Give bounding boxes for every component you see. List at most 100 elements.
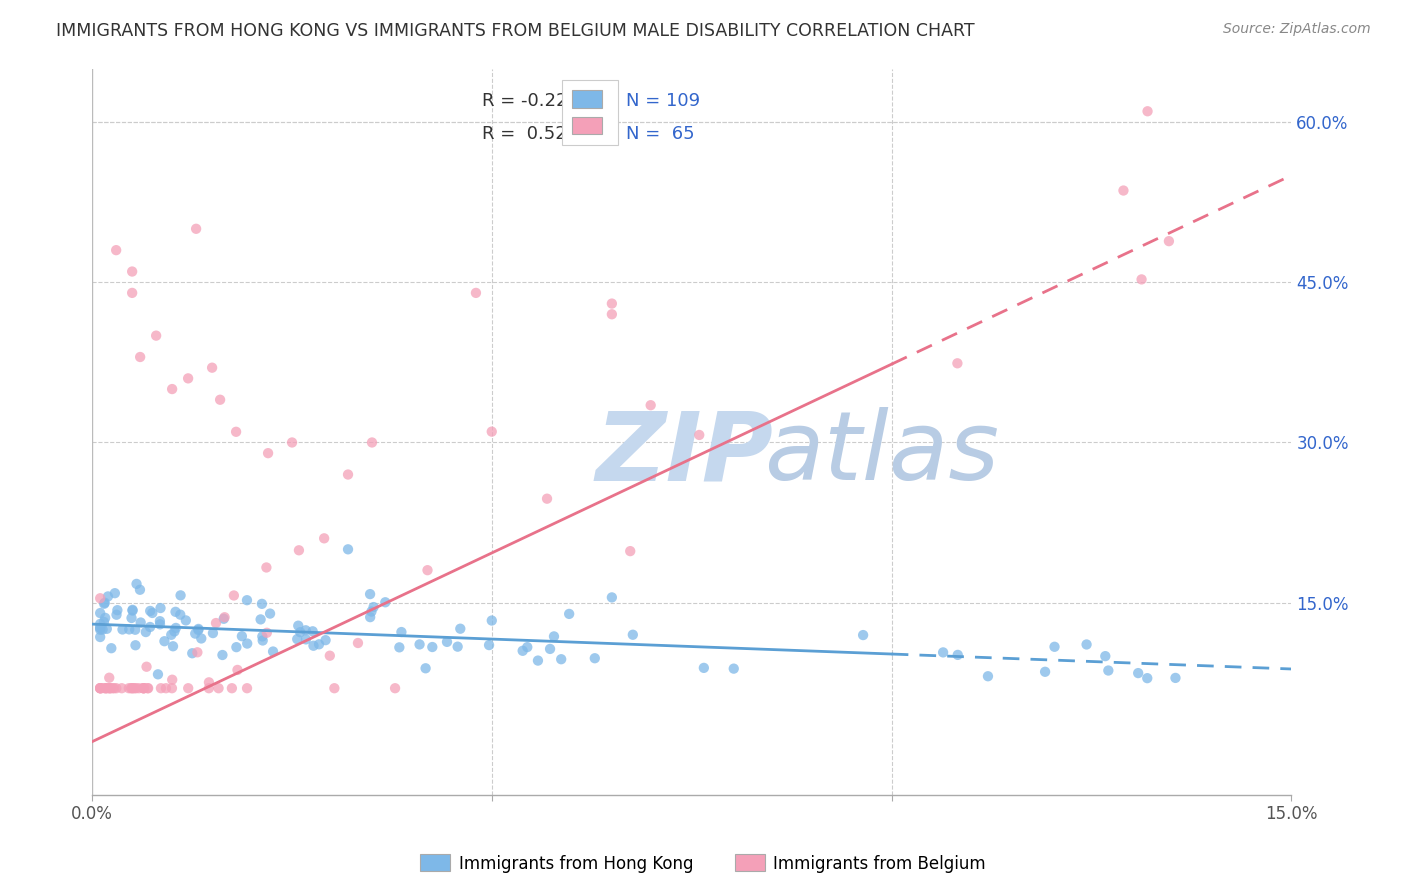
Point: [254, 560, 277, 574]
Point: [165, 621, 187, 635]
Point: [177, 371, 200, 385]
Point: [132, 681, 155, 696]
Point: [134, 681, 156, 696]
Point: [105, 607, 128, 622]
Point: [93, 596, 115, 610]
Point: [946, 648, 969, 662]
Point: [155, 681, 177, 696]
Point: [141, 606, 163, 620]
Point: [640, 398, 662, 412]
Point: [236, 681, 259, 696]
Point: [149, 614, 172, 628]
Point: [198, 681, 221, 696]
Point: [319, 648, 342, 663]
Point: [222, 589, 245, 603]
Point: [91, 623, 114, 637]
Point: [96, 681, 118, 696]
Point: [1136, 104, 1159, 119]
Text: N = 109: N = 109: [626, 92, 700, 111]
Point: [550, 652, 572, 666]
Point: [388, 640, 411, 655]
Point: [256, 625, 278, 640]
Point: [201, 626, 224, 640]
Point: [89, 616, 111, 631]
Point: [100, 641, 122, 656]
Point: [302, 639, 325, 653]
Point: [465, 285, 488, 300]
Point: [1164, 671, 1187, 685]
Point: [149, 601, 172, 615]
Point: [97, 590, 120, 604]
Point: [153, 634, 176, 648]
Point: [149, 617, 172, 632]
Point: [124, 681, 146, 696]
Point: [118, 681, 141, 696]
Point: [160, 382, 183, 396]
Point: [94, 681, 117, 696]
Point: [294, 624, 316, 638]
Point: [103, 681, 125, 696]
Point: [128, 681, 150, 696]
Point: [932, 645, 955, 659]
Point: [94, 681, 117, 696]
Point: [211, 648, 233, 662]
Point: [360, 605, 382, 619]
Point: [187, 622, 209, 636]
Point: [1112, 184, 1135, 198]
Point: [693, 661, 716, 675]
Point: [977, 669, 1000, 683]
Point: [146, 667, 169, 681]
Point: [516, 640, 538, 654]
Point: [135, 659, 157, 673]
Point: [259, 607, 281, 621]
Point: [139, 604, 162, 618]
Point: [415, 661, 437, 675]
Point: [160, 681, 183, 696]
Point: [169, 607, 191, 622]
Point: [93, 615, 115, 629]
Text: atlas: atlas: [763, 407, 998, 500]
Point: [135, 625, 157, 640]
Point: [619, 544, 641, 558]
Point: [89, 681, 111, 696]
Point: [481, 614, 503, 628]
Point: [408, 637, 430, 651]
Point: [89, 681, 111, 696]
Point: [359, 587, 381, 601]
Point: [363, 600, 385, 615]
Point: [121, 285, 143, 300]
Point: [124, 638, 146, 652]
Point: [290, 625, 312, 640]
Point: [281, 435, 304, 450]
Point: [249, 612, 271, 626]
Point: [347, 636, 370, 650]
Point: [201, 360, 224, 375]
Point: [184, 626, 207, 640]
Point: [94, 681, 117, 696]
Point: [512, 644, 534, 658]
Point: [209, 392, 232, 407]
Point: [207, 681, 229, 696]
Point: [543, 629, 565, 643]
Point: [252, 630, 274, 644]
Point: [946, 356, 969, 370]
Point: [118, 623, 141, 637]
Point: [89, 681, 111, 696]
Point: [111, 623, 134, 637]
Point: [446, 640, 468, 654]
Point: [852, 628, 875, 642]
Point: [145, 328, 167, 343]
Point: [323, 681, 346, 696]
Point: [536, 491, 558, 506]
Point: [288, 543, 311, 558]
Point: [436, 635, 458, 649]
Point: [236, 636, 259, 650]
Point: [221, 681, 243, 696]
Point: [169, 588, 191, 602]
Point: [105, 681, 128, 696]
Point: [89, 621, 111, 635]
Point: [96, 622, 118, 636]
Point: [583, 651, 606, 665]
Point: [212, 612, 235, 626]
Point: [359, 610, 381, 624]
